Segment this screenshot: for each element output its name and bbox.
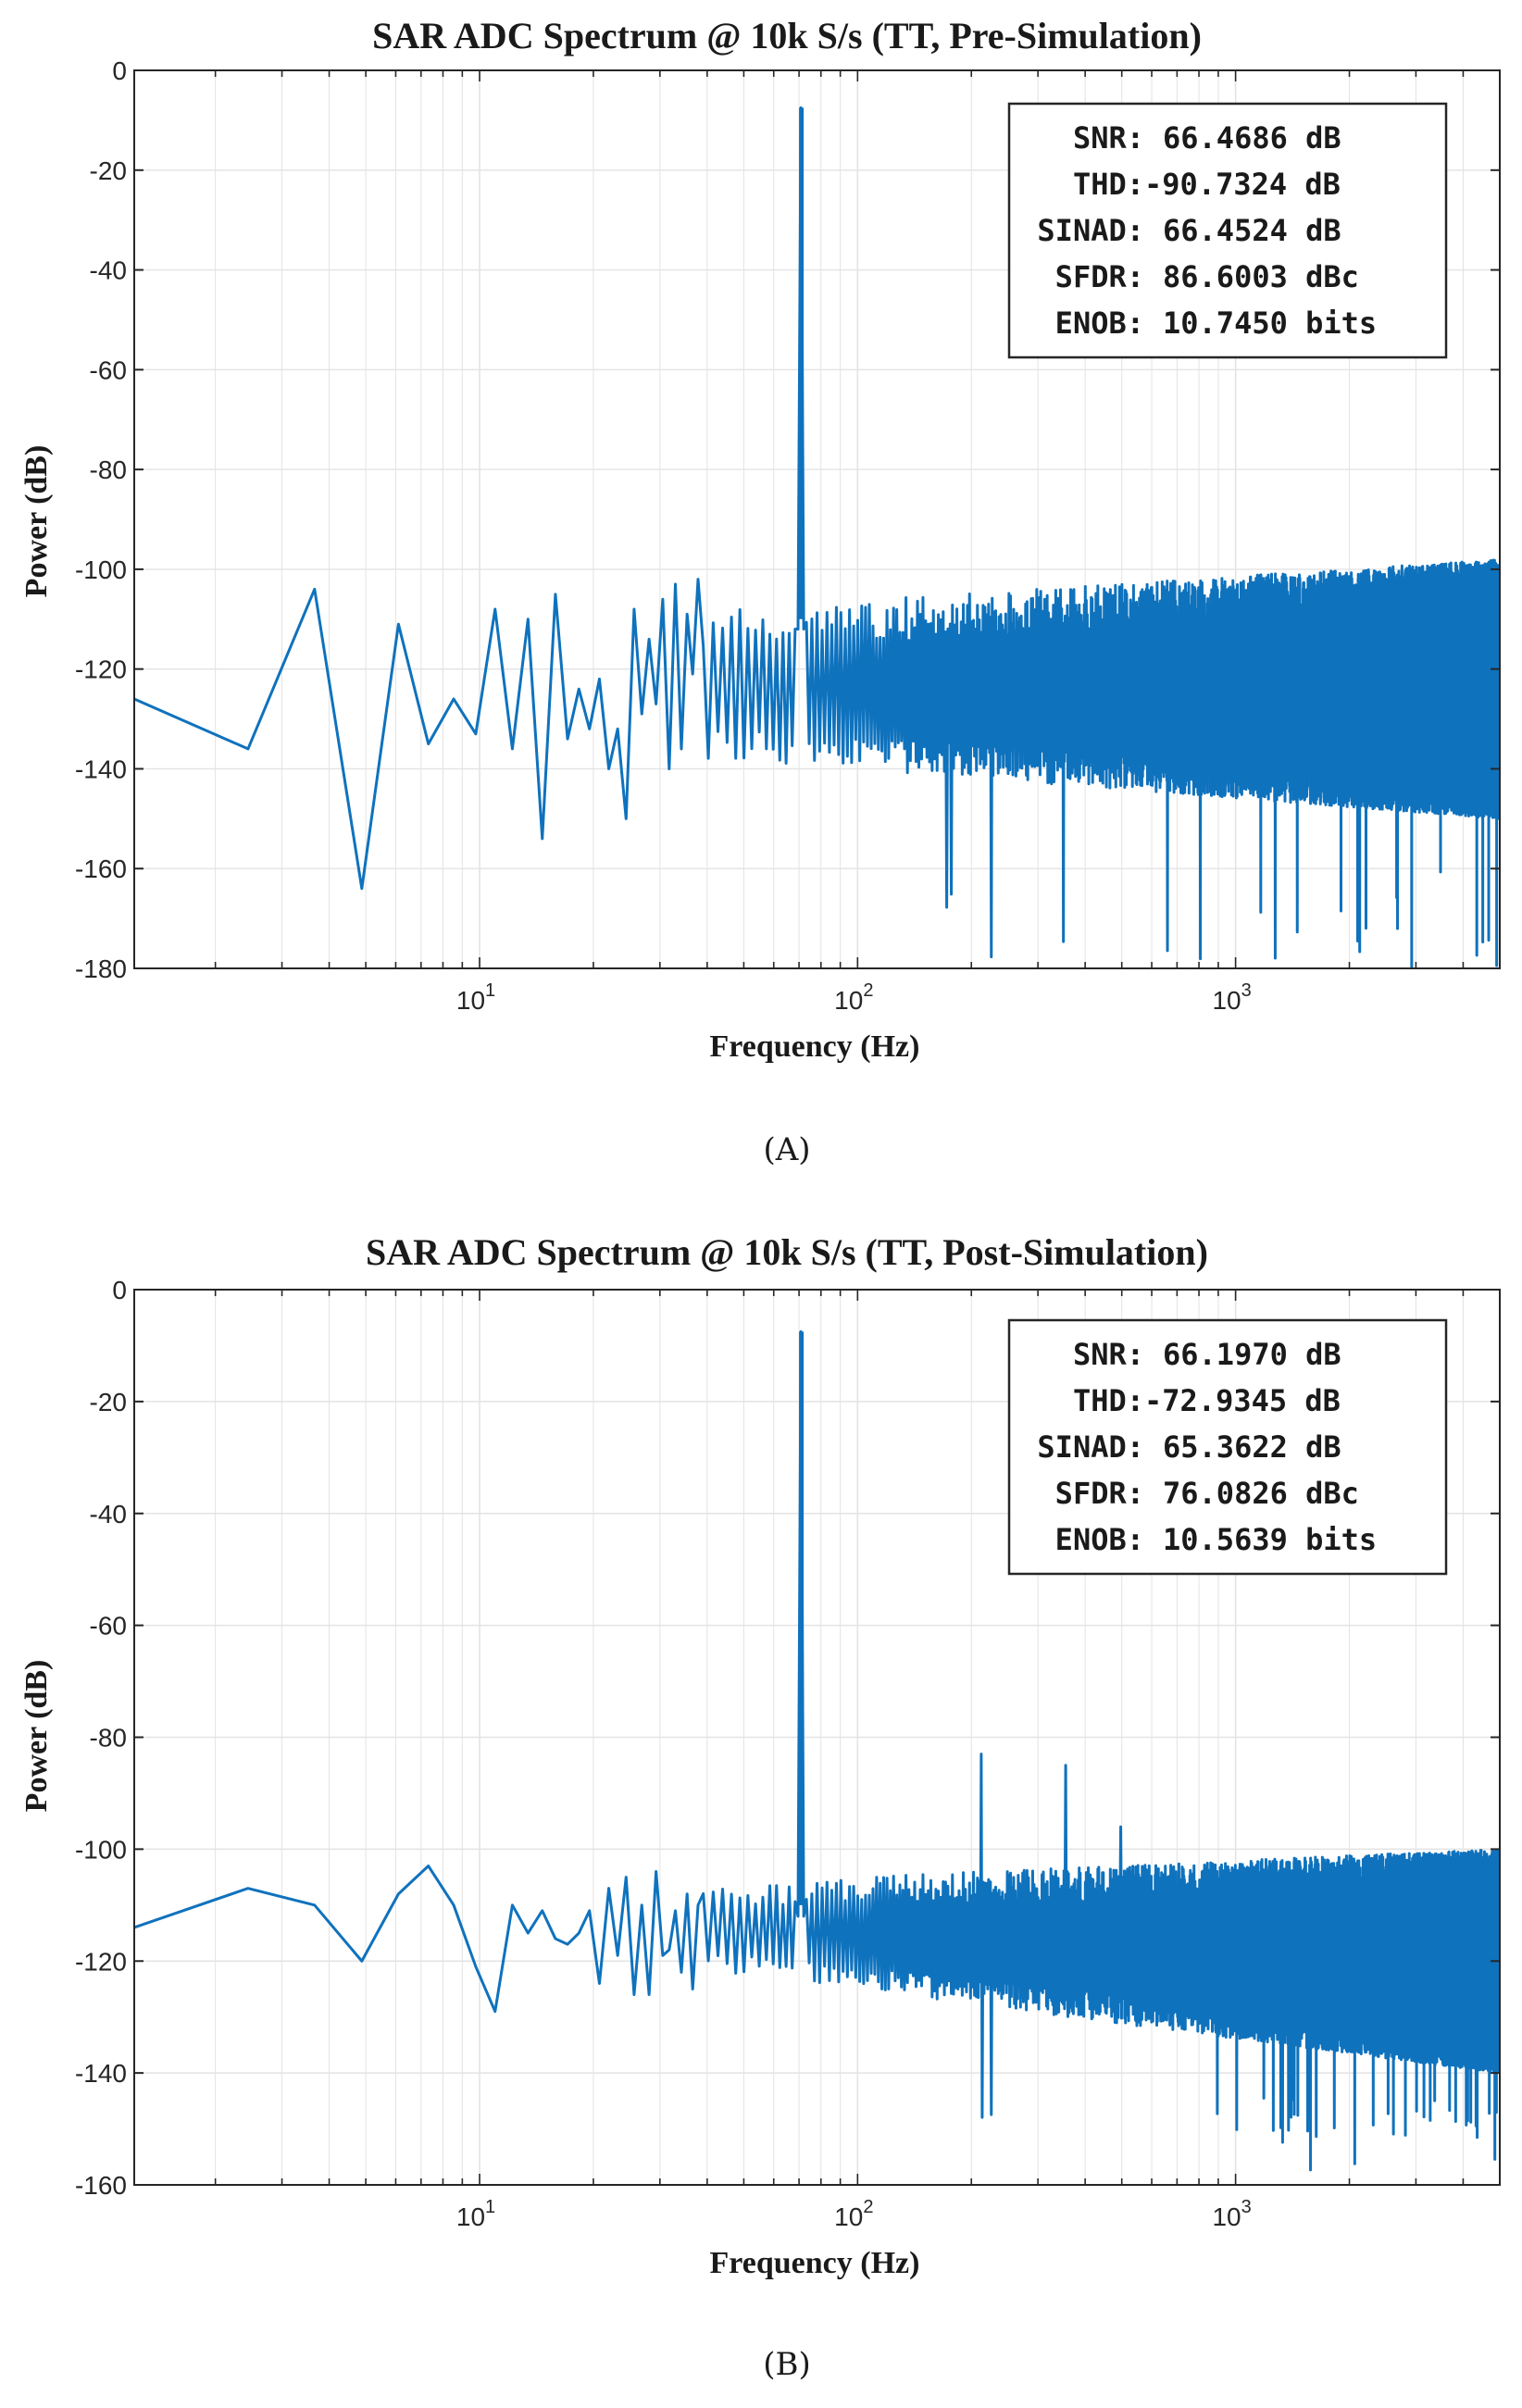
x-axis-label: Frequency (Hz) — [710, 2246, 920, 2280]
stat-label-sinad: SINAD: — [1037, 1429, 1144, 1465]
y-tick-label: -120 — [75, 655, 127, 684]
y-tick-label: -20 — [90, 1388, 127, 1416]
y-tick-label: 0 — [112, 56, 127, 85]
y-tick-label: -140 — [75, 755, 127, 783]
y-tick-label: -160 — [75, 2171, 127, 2200]
y-tick-label: -160 — [75, 855, 127, 883]
stat-value-sinad: 65.3622 dB — [1163, 1429, 1341, 1465]
axes-frame — [133, 69, 1501, 969]
y-tick-label: -140 — [75, 2059, 127, 2088]
x-tick-label: 101 — [456, 2197, 495, 2231]
spectrum-line — [134, 106, 1500, 968]
stat-label-enob: ENOB: — [1055, 306, 1144, 341]
stat-label-sinad: SINAD: — [1037, 213, 1144, 248]
y-axis-label: Power (dB) — [19, 445, 54, 598]
stat-value-sinad: 66.4524 dB — [1163, 213, 1341, 248]
stats-box: SNR: 66.4686 dB THD: -90.7324 dB SINAD: … — [1007, 102, 1448, 359]
panel-caption: (B) — [763, 2346, 811, 2383]
stat-label-thd: THD: — [1073, 167, 1144, 202]
x-tick-label: 103 — [1212, 980, 1251, 1015]
stat-value-thd: -90.7324 dB — [1144, 167, 1341, 202]
stat-value-thd: -72.9345 dB — [1144, 1383, 1341, 1418]
y-tick-label: 0 — [112, 1276, 127, 1304]
y-tick-label: -60 — [90, 1612, 127, 1641]
stat-value-enob: 10.7450 bits — [1163, 306, 1377, 341]
y-tick-label: -40 — [90, 256, 127, 285]
y-tick-label: -120 — [75, 1947, 127, 1976]
y-tick-label: -80 — [90, 1724, 127, 1753]
y-tick-label: -100 — [75, 1835, 127, 1864]
stat-label-thd: THD: — [1073, 1383, 1144, 1418]
chart-title: SAR ADC Spectrum @ 10k S/s (TT, Post-Sim… — [366, 1231, 1208, 1273]
spectrum-line — [134, 1329, 1500, 2172]
x-tick-label: 102 — [834, 980, 873, 1015]
x-tick-label: 102 — [834, 2197, 873, 2231]
x-tick-label: 101 — [456, 980, 495, 1015]
stat-value-snr: 66.1970 dB — [1163, 1337, 1341, 1372]
y-tick-label: -20 — [90, 156, 127, 185]
stat-value-sfdr: 76.0826 dBc — [1163, 1476, 1359, 1511]
x-axis-label: Frequency (Hz) — [710, 1029, 920, 1064]
y-tick-label: -40 — [90, 1500, 127, 1528]
chart-panel-a: SAR ADC Spectrum @ 10k S/s (TT, Pre-Simu… — [19, 15, 1501, 1168]
chart-title: SAR ADC Spectrum @ 10k S/s (TT, Pre-Simu… — [372, 15, 1202, 56]
y-tick-label: -80 — [90, 455, 127, 484]
stat-label-sfdr: SFDR: — [1055, 1476, 1144, 1511]
chart-panel-b: SAR ADC Spectrum @ 10k S/s (TT, Post-Sim… — [19, 1231, 1501, 2383]
stat-value-sfdr: 86.6003 dBc — [1163, 259, 1359, 294]
y-tick-label: -60 — [90, 356, 127, 384]
stat-value-enob: 10.5639 bits — [1163, 1522, 1377, 1557]
stat-label-snr: SNR: — [1073, 1337, 1144, 1372]
stat-value-snr: 66.4686 dB — [1163, 120, 1341, 156]
y-tick-label: -100 — [75, 555, 127, 584]
stats-box: SNR: 66.1970 dB THD: -72.9345 dB SINAD: … — [1007, 1318, 1448, 1576]
panel-caption: (A) — [763, 1131, 810, 1168]
y-tick-label: -180 — [75, 954, 127, 983]
stat-label-snr: SNR: — [1073, 120, 1144, 156]
stat-label-sfdr: SFDR: — [1055, 259, 1144, 294]
y-axis-label: Power (dB) — [19, 1660, 54, 1813]
stat-label-enob: ENOB: — [1055, 1522, 1144, 1557]
x-tick-label: 103 — [1212, 2197, 1251, 2231]
